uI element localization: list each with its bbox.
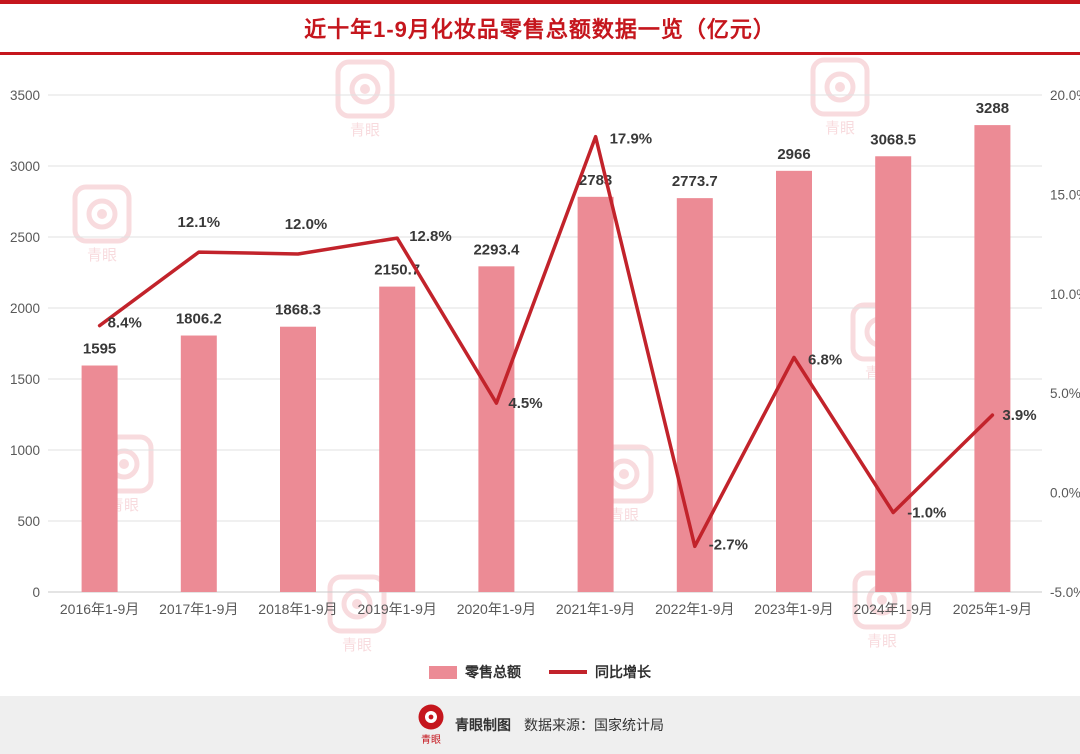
x-axis-label: 2022年1-9月 xyxy=(655,601,734,617)
x-axis-label: 2021年1-9月 xyxy=(556,601,635,617)
retail-total-bar xyxy=(875,156,912,592)
left-axis-tick-label: 3500 xyxy=(10,88,40,103)
bar-value-label: 2966 xyxy=(777,146,810,163)
left-axis-tick-label: 3000 xyxy=(10,159,40,174)
right-axis-tick-label: 10.0% xyxy=(1050,287,1080,302)
growth-line xyxy=(97,134,995,549)
retail-total-bar xyxy=(974,125,1011,592)
legend-bar-swatch xyxy=(429,665,457,679)
growth-point-label: 6.8% xyxy=(808,351,842,368)
chart-header: 近十年1-9月化妆品零售总额数据一览（亿元） xyxy=(0,0,1080,55)
retail-total-bar xyxy=(81,365,118,592)
watermark-logo: 青眼 xyxy=(72,184,132,264)
footer: 青眼 青眼制图 数据来源：国家统计局 xyxy=(0,696,1080,754)
retail-total-bar xyxy=(676,198,713,593)
left-axis-tick-label: 2500 xyxy=(10,230,40,245)
left-axis-tick-label: 1000 xyxy=(10,443,40,458)
growth-point-label: 12.8% xyxy=(409,228,452,245)
qingyan-logo-text: 青眼 xyxy=(421,733,441,746)
watermark-text: 青眼 xyxy=(87,247,117,264)
growth-point-label: -1.0% xyxy=(907,505,946,522)
x-axis-label: 2018年1-9月 xyxy=(258,601,337,617)
watermark-logo: 青眼 xyxy=(327,574,387,654)
left-axis-tick-label: 1500 xyxy=(10,372,40,387)
bar-value-label: 3288 xyxy=(976,100,1009,117)
footer-credit: 青眼制图 xyxy=(455,717,511,733)
bar-value-label: 3068.5 xyxy=(870,131,916,148)
retail-total-bar xyxy=(280,326,316,592)
bar-value-label: 2150.7 xyxy=(374,262,420,279)
growth-point-label: 12.0% xyxy=(285,216,328,233)
legend-line-swatch xyxy=(549,670,587,674)
x-axis-label: 2023年1-9月 xyxy=(754,601,833,617)
bar-value-label: 1595 xyxy=(83,341,116,358)
watermark-text: 青眼 xyxy=(342,637,372,654)
watermark-text: 青眼 xyxy=(350,122,380,139)
bar-value-label: 2293.4 xyxy=(473,241,520,258)
growth-point-label: 4.5% xyxy=(508,395,542,412)
watermark-text: 青眼 xyxy=(609,507,639,524)
bar-value-label: 1806.2 xyxy=(176,311,222,328)
watermark-logo: 青眼 xyxy=(810,57,870,137)
right-axis-tick-label: 5.0% xyxy=(1050,386,1080,401)
watermark-layer: 青眼 青眼 青眼 青眼 xyxy=(0,55,1080,696)
right-axis-tick-label: 0.0% xyxy=(1050,486,1080,501)
combo-chart: 0 500 1000 1500 2000 2500 3000 3500 -5.0% 0.0% 5.0… xyxy=(10,88,1080,617)
retail-total-bar xyxy=(577,196,614,592)
x-axis-label: 2019年1-9月 xyxy=(358,601,437,617)
x-axis-label: 2024年1-9月 xyxy=(854,601,933,617)
left-axis-tick-label: 0 xyxy=(32,585,40,600)
growth-point-label: -2.7% xyxy=(709,536,748,553)
bar-value-label: 2773.7 xyxy=(672,173,718,190)
growth-point-label: 8.4% xyxy=(108,315,142,332)
right-axis-tick-label: 20.0% xyxy=(1050,88,1080,103)
footer-source: 数据来源：国家统计局 xyxy=(524,717,664,733)
watermark-text: 青眼 xyxy=(867,633,897,650)
watermark-text: 青眼 xyxy=(825,120,855,137)
growth-point-label: 17.9% xyxy=(610,131,653,148)
retail-total-bar xyxy=(180,335,217,592)
legend-bar-label: 零售总额 xyxy=(465,664,521,680)
retail-total-bar xyxy=(379,286,416,592)
growth-point-label: 12.1% xyxy=(178,214,221,231)
chart-title: 近十年1-9月化妆品零售总额数据一览（亿元） xyxy=(304,17,776,42)
bar-value-label: 1868.3 xyxy=(275,302,321,319)
right-axis-tick-label: -5.0% xyxy=(1050,585,1080,600)
x-axis-label: 2016年1-9月 xyxy=(60,601,139,617)
x-axis-label: 2025年1-9月 xyxy=(953,601,1032,617)
chart-legend: 零售总额 同比增长 xyxy=(0,655,1080,689)
legend-line-label: 同比增长 xyxy=(595,664,651,680)
qingyan-logo-icon: 青眼 xyxy=(418,704,444,746)
watermark-logo: 青眼 xyxy=(335,59,395,139)
left-axis-tick-label: 2000 xyxy=(10,301,40,316)
x-axis-label: 2020年1-9月 xyxy=(457,601,536,617)
left-axis-tick-label: 500 xyxy=(17,514,40,529)
x-axis-label: 2017年1-9月 xyxy=(159,601,238,617)
retail-total-bar xyxy=(478,266,515,592)
chart-area: 青眼 青眼 青眼 青眼 xyxy=(0,55,1080,696)
growth-point-label: 3.9% xyxy=(1002,407,1036,424)
right-axis-tick-label: 15.0% xyxy=(1050,187,1080,202)
